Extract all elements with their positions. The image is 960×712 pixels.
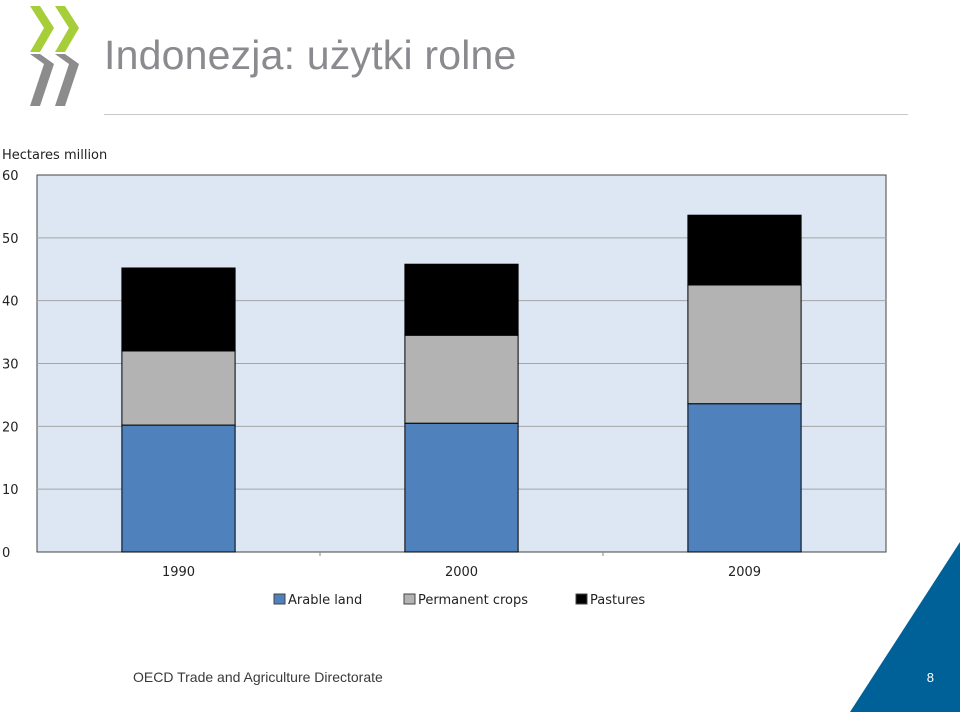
- bar-segment: [687, 403, 802, 553]
- bar-segment: [121, 424, 236, 553]
- x-tick-labels: 1990 2000 2009: [162, 552, 761, 580]
- stacked-bar-chart: Hectares million 0 10 20 30 40 50 60 1990 2000 2…: [2, 148, 887, 608]
- page-title: Indonezja: użytki rolne: [104, 32, 517, 78]
- x-tick-label: 1990: [162, 565, 195, 580]
- y-tick-label: 10: [2, 483, 19, 498]
- x-tick-label: 2009: [728, 565, 761, 580]
- logo-chevron-grey-right: [55, 54, 79, 106]
- legend: Arable land Permanent crops Pastures: [273, 593, 645, 608]
- legend-swatch: [273, 593, 286, 605]
- bar-segment: [121, 267, 236, 352]
- logo-chevron-green-right: [55, 6, 79, 52]
- logo-chevron-green-left: [30, 6, 54, 52]
- y-tick-label: 20: [2, 420, 19, 435]
- oecd-logo: [30, 6, 79, 106]
- logo-chevron-grey-left: [30, 54, 54, 106]
- bar-segment: [404, 422, 519, 553]
- bar-segment: [687, 214, 802, 286]
- y-axis-label: Hectares million: [2, 148, 107, 163]
- page-number: 8: [926, 670, 934, 685]
- bar-segment: [121, 350, 236, 426]
- legend-swatch: [403, 593, 416, 605]
- bar-segment: [404, 263, 519, 336]
- x-tick-label: 2000: [445, 565, 478, 580]
- bar-segment: [687, 284, 802, 405]
- bar-segment: [404, 334, 519, 424]
- y-tick-labels: 0 10 20 30 40 50 60: [2, 169, 19, 561]
- footer-directorate: OECD Trade and Agriculture Directorate: [133, 669, 383, 685]
- y-tick-label: 40: [2, 295, 19, 310]
- corner-triangle-decoration: [850, 542, 960, 712]
- y-tick-label: 60: [2, 169, 19, 184]
- y-tick-label: 30: [2, 358, 19, 373]
- legend-swatch: [575, 593, 588, 605]
- y-tick-label: 50: [2, 232, 19, 247]
- legend-label: Permanent crops: [418, 593, 528, 608]
- y-tick-label: 0: [2, 546, 10, 561]
- bars: [121, 214, 802, 553]
- legend-label: Pastures: [590, 593, 645, 608]
- legend-label: Arable land: [288, 593, 362, 608]
- title-divider: [104, 114, 908, 115]
